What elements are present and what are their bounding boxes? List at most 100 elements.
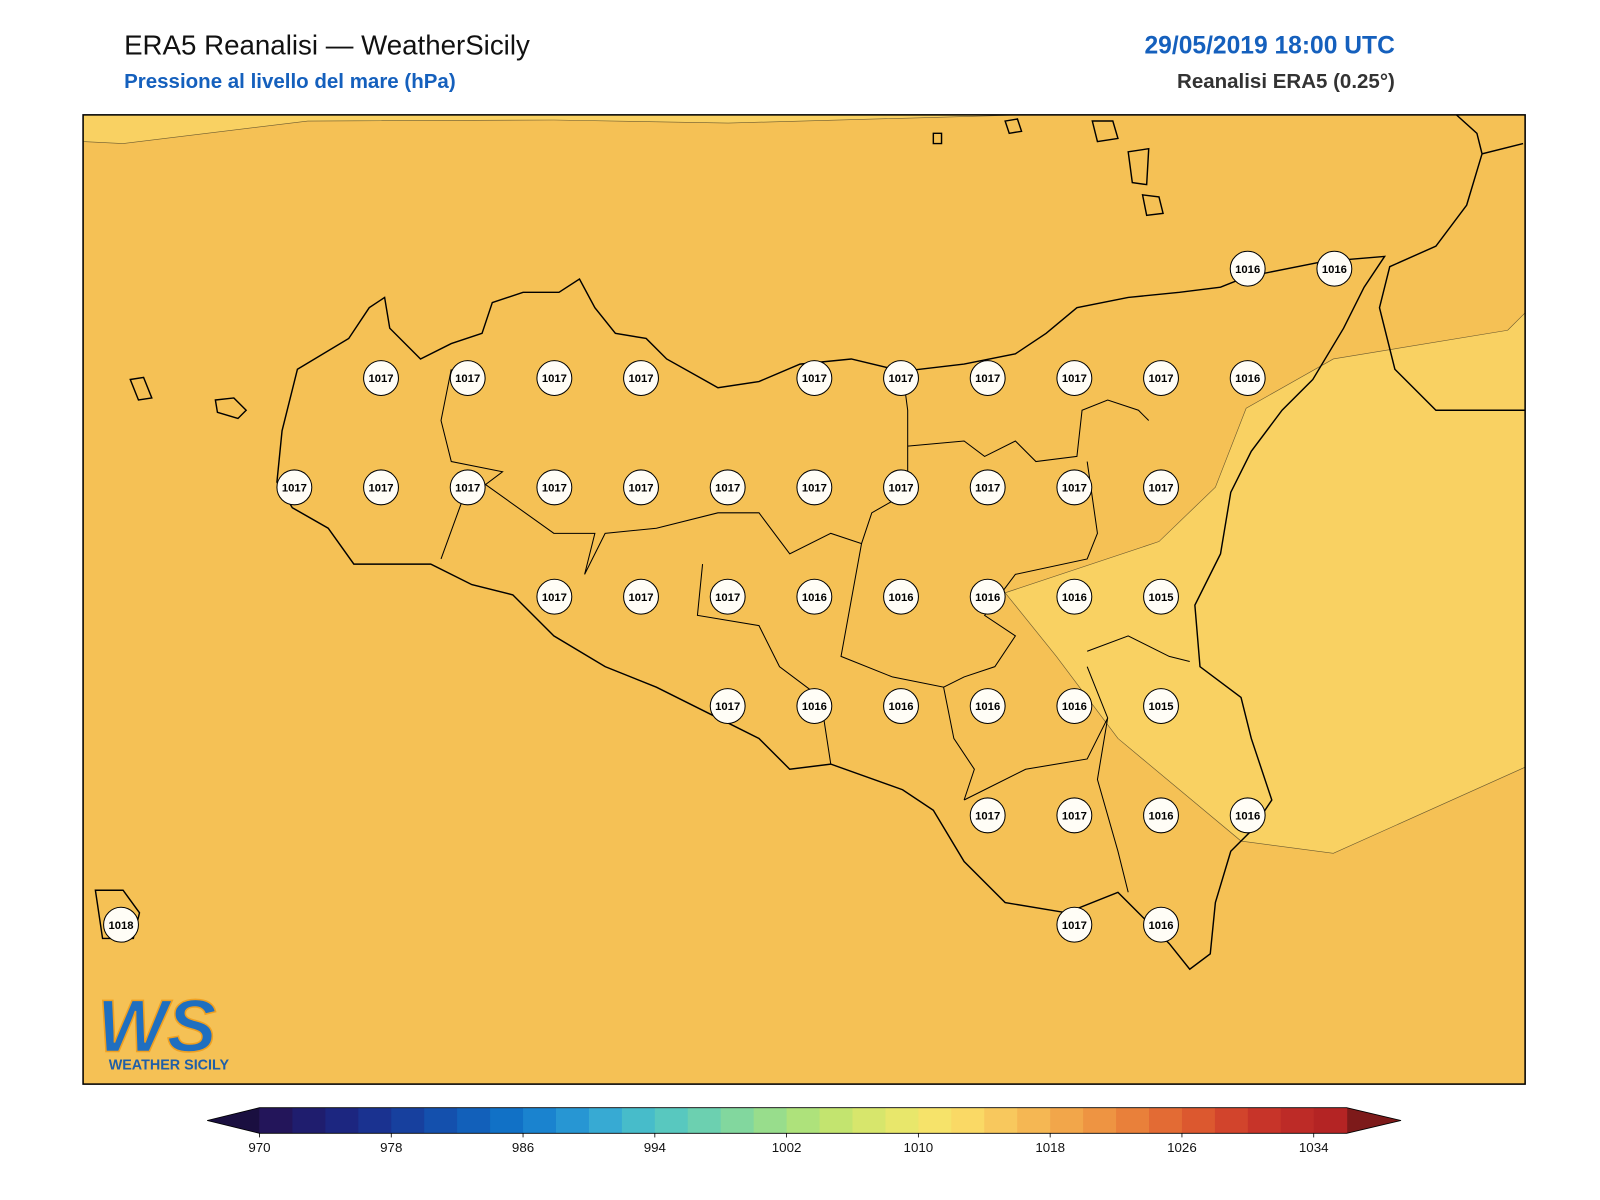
- station-value: 1017: [455, 373, 480, 385]
- station-marker: [536, 578, 573, 615]
- colorbar-bin: [259, 1107, 293, 1134]
- station-value: 1017: [368, 373, 393, 385]
- station-values: 1016 1016 1017 1017 1017 1017 1017 1017 1017 1017…: [103, 250, 1353, 943]
- station-marker: [796, 360, 833, 397]
- station-marker: [1316, 250, 1353, 287]
- colorbar-tick-label: 1034: [1299, 1140, 1329, 1155]
- station-value: 1017: [455, 482, 480, 494]
- logo-letters: WS: [97, 984, 216, 1067]
- colorbar-over: [1346, 1107, 1402, 1134]
- datetime: 29/05/2019 18:00 UTC: [1144, 32, 1395, 59]
- colorbar-bin: [490, 1107, 524, 1134]
- station-marker: [1056, 906, 1093, 943]
- colorbar-bin: [588, 1107, 623, 1134]
- colorbar-bin: [555, 1107, 590, 1134]
- station-value: 1018: [108, 920, 133, 932]
- title: ERA5 Reanalisi — WeatherSicily: [124, 29, 530, 60]
- station-marker: [1229, 250, 1266, 287]
- station-value: 1015: [1148, 701, 1173, 713]
- colorbar-bin: [951, 1107, 985, 1134]
- station-marker: [276, 469, 313, 506]
- station-value: 1017: [975, 373, 1000, 385]
- colorbar-tick-label: 978: [380, 1140, 402, 1155]
- station-value: 1016: [1235, 264, 1260, 276]
- station-marker: [969, 469, 1006, 506]
- station-marker: [1056, 469, 1093, 506]
- colorbar-bin: [1313, 1107, 1348, 1134]
- colorbar-bin: [1083, 1107, 1117, 1134]
- station-value: 1016: [1235, 373, 1260, 385]
- station-value: 1016: [975, 592, 1000, 604]
- station-marker: [883, 360, 919, 397]
- station-marker: [883, 469, 919, 506]
- station-value: 1016: [802, 592, 827, 604]
- station-marker: [623, 469, 659, 506]
- colorbar-tick-label: 1026: [1167, 1140, 1197, 1155]
- station-marker: [969, 360, 1006, 397]
- station-value: 1016: [802, 701, 827, 713]
- colorbar-bin: [1181, 1107, 1216, 1134]
- colorbar-bin: [1116, 1107, 1150, 1134]
- station-value: 1017: [975, 810, 1000, 822]
- station-value: 1016: [888, 701, 913, 713]
- station-value: 1017: [282, 482, 307, 494]
- station-value: 1017: [368, 482, 393, 494]
- colorbar-bin: [654, 1107, 689, 1134]
- station-value: 1016: [1235, 810, 1260, 822]
- pressure-contour: [82, 114, 1026, 144]
- station-marker: [1229, 360, 1266, 397]
- station-marker: [449, 469, 486, 506]
- station-value: 1017: [715, 592, 740, 604]
- station-marker: [536, 360, 573, 397]
- station-marker: [796, 469, 833, 506]
- station-marker: [623, 360, 659, 397]
- station-marker: [796, 578, 833, 615]
- colorbar-bin: [457, 1107, 491, 1134]
- map-frame: [82, 114, 1526, 1085]
- colorbar-bin: [1214, 1107, 1249, 1134]
- colorbar-tick-label: 986: [512, 1140, 534, 1155]
- station-value: 1017: [1062, 920, 1087, 932]
- station-marker: [969, 688, 1006, 725]
- map: [82, 114, 1526, 1085]
- station-value: 1017: [1062, 373, 1087, 385]
- colorbar-tick-label: 1010: [904, 1140, 934, 1155]
- subtitle: Pressione al livello del mare (hPa): [124, 70, 456, 93]
- station-marker: [969, 578, 1006, 615]
- station-marker: [1056, 578, 1093, 615]
- station-value: 1017: [802, 482, 827, 494]
- station-marker: [1056, 360, 1093, 397]
- station-value: 1017: [888, 373, 913, 385]
- station-value: 1017: [888, 482, 913, 494]
- station-marker: [1229, 797, 1266, 834]
- station-marker: [103, 906, 139, 943]
- station-marker: [969, 797, 1006, 834]
- colorbar-bin: [786, 1107, 821, 1134]
- station-value: 1015: [1148, 592, 1173, 604]
- station-value: 1017: [1148, 482, 1173, 494]
- station-marker: [449, 360, 486, 397]
- station-value: 1017: [715, 701, 740, 713]
- station-value: 1016: [1062, 592, 1087, 604]
- station-value: 1017: [1062, 810, 1087, 822]
- colorbar-bin: [1050, 1107, 1084, 1134]
- colorbar-bin: [523, 1107, 557, 1134]
- station-marker: [709, 469, 746, 506]
- province-borders: [440, 369, 1190, 893]
- colorbar-under: [207, 1107, 260, 1134]
- station-marker: [1143, 469, 1179, 506]
- station-value: 1016: [888, 592, 913, 604]
- station-value: 1017: [542, 373, 567, 385]
- station-marker: [1056, 688, 1093, 725]
- colorbar-bin: [292, 1107, 326, 1134]
- station-value: 1016: [1148, 920, 1173, 932]
- colorbar-bin: [885, 1107, 919, 1134]
- station-value: 1017: [628, 482, 653, 494]
- colorbar-bin: [424, 1107, 458, 1134]
- sicily-coast: [276, 255, 1387, 971]
- colorbar: 970 978 986 994 1002 1010 1018 1026 1034: [207, 1107, 1402, 1155]
- station-marker: [709, 688, 746, 725]
- colorbar-bin: [819, 1107, 854, 1134]
- station-value: 1017: [542, 482, 567, 494]
- colorbar-bin: [918, 1107, 952, 1134]
